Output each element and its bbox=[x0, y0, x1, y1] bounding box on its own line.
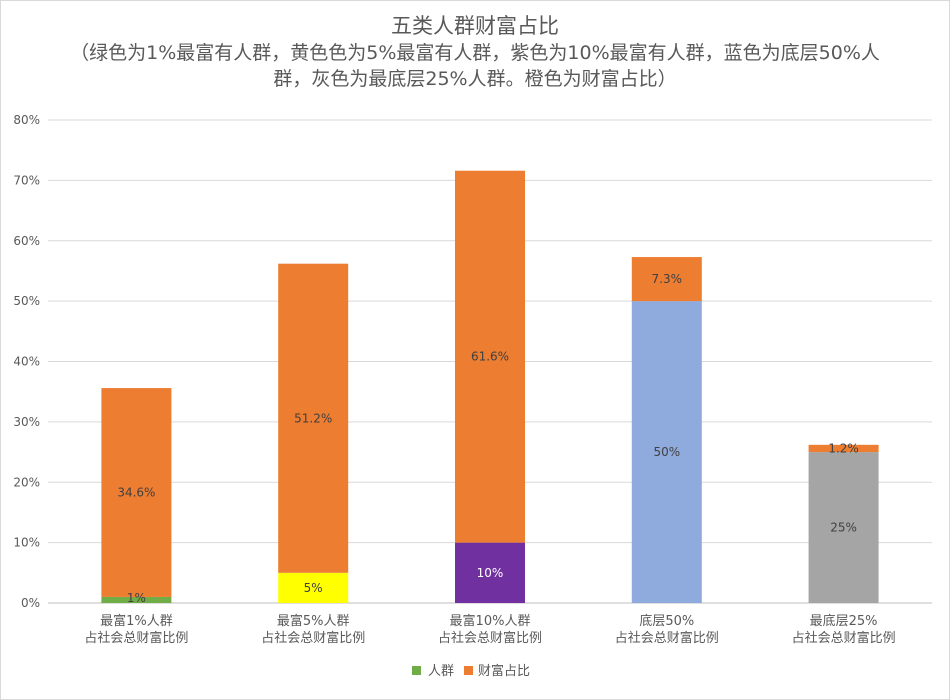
chart-title: 五类人群财富占比 bbox=[391, 14, 559, 38]
data-label-population: 5% bbox=[304, 581, 323, 595]
bar-wealth-share bbox=[101, 388, 172, 597]
bar-wealth-share bbox=[808, 444, 879, 453]
data-label-population: 1% bbox=[127, 591, 146, 605]
data-label-population: 10% bbox=[477, 566, 504, 580]
y-tick-label: 20% bbox=[13, 475, 40, 489]
bar-wealth-share bbox=[278, 263, 349, 573]
legend-swatch-wealth-share bbox=[464, 666, 473, 675]
bar-population bbox=[101, 596, 172, 603]
legend-label-population: 人群 bbox=[428, 664, 454, 679]
x-tick-label: 底层50% bbox=[639, 613, 694, 629]
x-tick-label: 占社会总财富比例 bbox=[438, 630, 542, 646]
y-tick-label: 50% bbox=[13, 294, 40, 308]
data-label-wealth-share: 34.6% bbox=[117, 486, 155, 500]
y-tick-label: 60% bbox=[13, 234, 40, 248]
data-label-population: 50% bbox=[653, 445, 680, 459]
data-label-wealth-share: 61.6% bbox=[471, 350, 509, 364]
x-tick-label: 最富1%人群 bbox=[100, 613, 173, 629]
y-tick-label: 80% bbox=[13, 113, 40, 127]
bar-population bbox=[808, 452, 879, 603]
x-tick-label: 最底层25% bbox=[810, 613, 878, 629]
x-tick-label: 占社会总财富比例 bbox=[792, 630, 896, 646]
bar-population bbox=[631, 301, 702, 603]
x-tick-label: 最富10%人群 bbox=[450, 613, 531, 629]
chart-title-block: 五类人群财富占比 （绿色为1%最富有人群，黄色色为5%最富有人群，紫色为10%最… bbox=[0, 12, 950, 92]
data-label-wealth-share: 51.2% bbox=[294, 411, 332, 425]
legend-label-wealth-share: 财富占比 bbox=[478, 663, 530, 679]
bar-population bbox=[278, 572, 349, 603]
data-label-wealth-share: 1.2% bbox=[828, 441, 859, 455]
bar-wealth-share bbox=[455, 170, 525, 543]
data-label-population: 25% bbox=[830, 521, 857, 535]
legend-swatch-population bbox=[412, 666, 421, 675]
x-tick-label: 占社会总财富比例 bbox=[84, 630, 188, 646]
y-tick-label: 30% bbox=[13, 415, 40, 429]
bar-population bbox=[455, 542, 525, 603]
y-tick-label: 40% bbox=[13, 355, 40, 369]
chart-subtitle: （绿色为1%最富有人群，黄色色为5%最富有人群，紫色为10%最富有人群，蓝色为底… bbox=[70, 42, 880, 90]
data-label-wealth-share: 7.3% bbox=[652, 272, 683, 286]
y-tick-label: 0% bbox=[21, 596, 40, 610]
x-tick-label: 占社会总财富比例 bbox=[261, 630, 365, 646]
x-tick-label: 最富5%人群 bbox=[277, 613, 350, 629]
bar-wealth-share bbox=[631, 257, 702, 302]
y-tick-label: 70% bbox=[13, 173, 40, 187]
y-tick-label: 10% bbox=[13, 536, 40, 550]
x-tick-label: 占社会总财富比例 bbox=[615, 630, 719, 646]
